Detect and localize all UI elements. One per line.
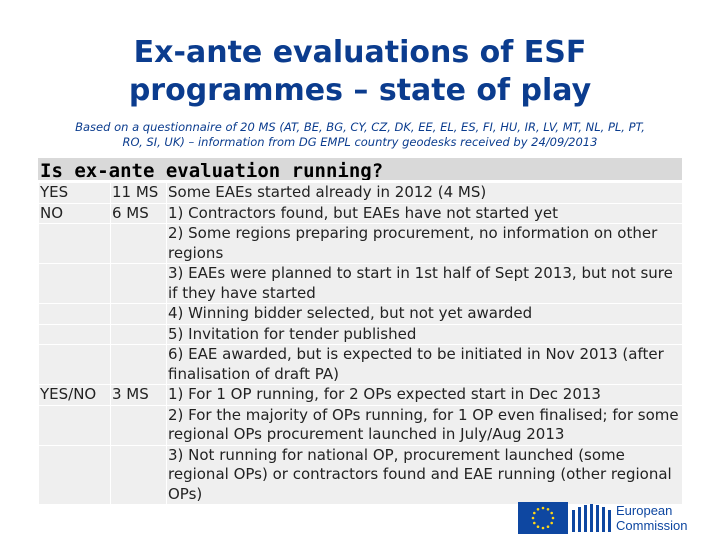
- count-cell: 6 MS: [110, 202, 167, 224]
- table-row: NO 6 MS 1) Contractors found, but EAEs h…: [38, 202, 683, 224]
- count-cell: [110, 444, 167, 505]
- answer-cell: [38, 323, 111, 345]
- detail-cell: 3) Not running for national OP, procurem…: [166, 444, 683, 505]
- eu-flag-icon: [518, 502, 568, 534]
- table-row: 3) EAEs were planned to start in 1st hal…: [38, 263, 683, 304]
- detail-cell: 6) EAE awarded, but is expected to be in…: [166, 344, 683, 385]
- table-row: 2) Some regions preparing procurement, n…: [38, 223, 683, 264]
- answer-cell: [38, 404, 111, 446]
- answer-cell: [38, 263, 111, 304]
- detail-cell: 1) For 1 OP running, for 2 OPs expected …: [166, 384, 683, 406]
- detail-cell: 2) Some regions preparing procurement, n…: [166, 223, 683, 264]
- answer-cell: YES: [38, 182, 111, 204]
- title-line-2: programmes – state of play: [128, 73, 592, 108]
- answer-cell: [38, 444, 111, 505]
- table-row: 4) Winning bidder selected, but not yet …: [38, 303, 683, 325]
- count-cell: 3 MS: [110, 384, 167, 406]
- count-cell: [110, 323, 167, 345]
- table-row: YES 11 MS Some EAEs started already in 2…: [38, 182, 683, 204]
- table-row: 6) EAE awarded, but is expected to be in…: [38, 344, 683, 385]
- brand-text: European Commission: [616, 503, 688, 533]
- answer-cell: [38, 223, 111, 264]
- count-cell: [110, 263, 167, 304]
- source-note-line-1: Based on a questionnaire of 20 MS (AT, B…: [75, 120, 645, 134]
- count-cell: [110, 344, 167, 385]
- european-commission-logo: European Commission: [518, 502, 708, 534]
- answer-cell: YES/NO: [38, 384, 111, 406]
- detail-cell: Some EAEs started already in 2012 (4 MS): [166, 182, 683, 204]
- table-row: YES/NO 3 MS 1) For 1 OP running, for 2 O…: [38, 384, 683, 406]
- table-row: 5) Invitation for tender published: [38, 323, 683, 345]
- status-table: YES 11 MS Some EAEs started already in 2…: [38, 182, 683, 505]
- answer-cell: [38, 344, 111, 385]
- count-cell: 11 MS: [110, 182, 167, 204]
- detail-cell: 4) Winning bidder selected, but not yet …: [166, 303, 683, 325]
- count-cell: [110, 223, 167, 264]
- question-header: Is ex-ante evaluation running?: [38, 158, 682, 182]
- detail-cell: 5) Invitation for tender published: [166, 323, 683, 345]
- detail-cell: 2) For the majority of OPs running, for …: [166, 404, 683, 446]
- brand-line-2: Commission: [616, 518, 688, 533]
- table-row: 2) For the majority of OPs running, for …: [38, 404, 683, 446]
- building-icon: [572, 504, 612, 532]
- answer-cell: NO: [38, 202, 111, 224]
- count-cell: [110, 303, 167, 325]
- detail-cell: 1) Contractors found, but EAEs have not …: [166, 202, 683, 224]
- answer-cell: [38, 303, 111, 325]
- source-note-line-2: RO, SI, UK) – information from DG EMPL c…: [122, 135, 598, 149]
- brand-line-1: European: [616, 503, 673, 518]
- detail-cell: 3) EAEs were planned to start in 1st hal…: [166, 263, 683, 304]
- source-note: Based on a questionnaire of 20 MS (AT, B…: [30, 120, 690, 150]
- count-cell: [110, 404, 167, 446]
- title-line-1: Ex-ante evaluations of ESF: [133, 35, 587, 70]
- table-row: 3) Not running for national OP, procurem…: [38, 444, 683, 505]
- page-title: Ex-ante evaluations of ESF programmes – …: [60, 34, 660, 110]
